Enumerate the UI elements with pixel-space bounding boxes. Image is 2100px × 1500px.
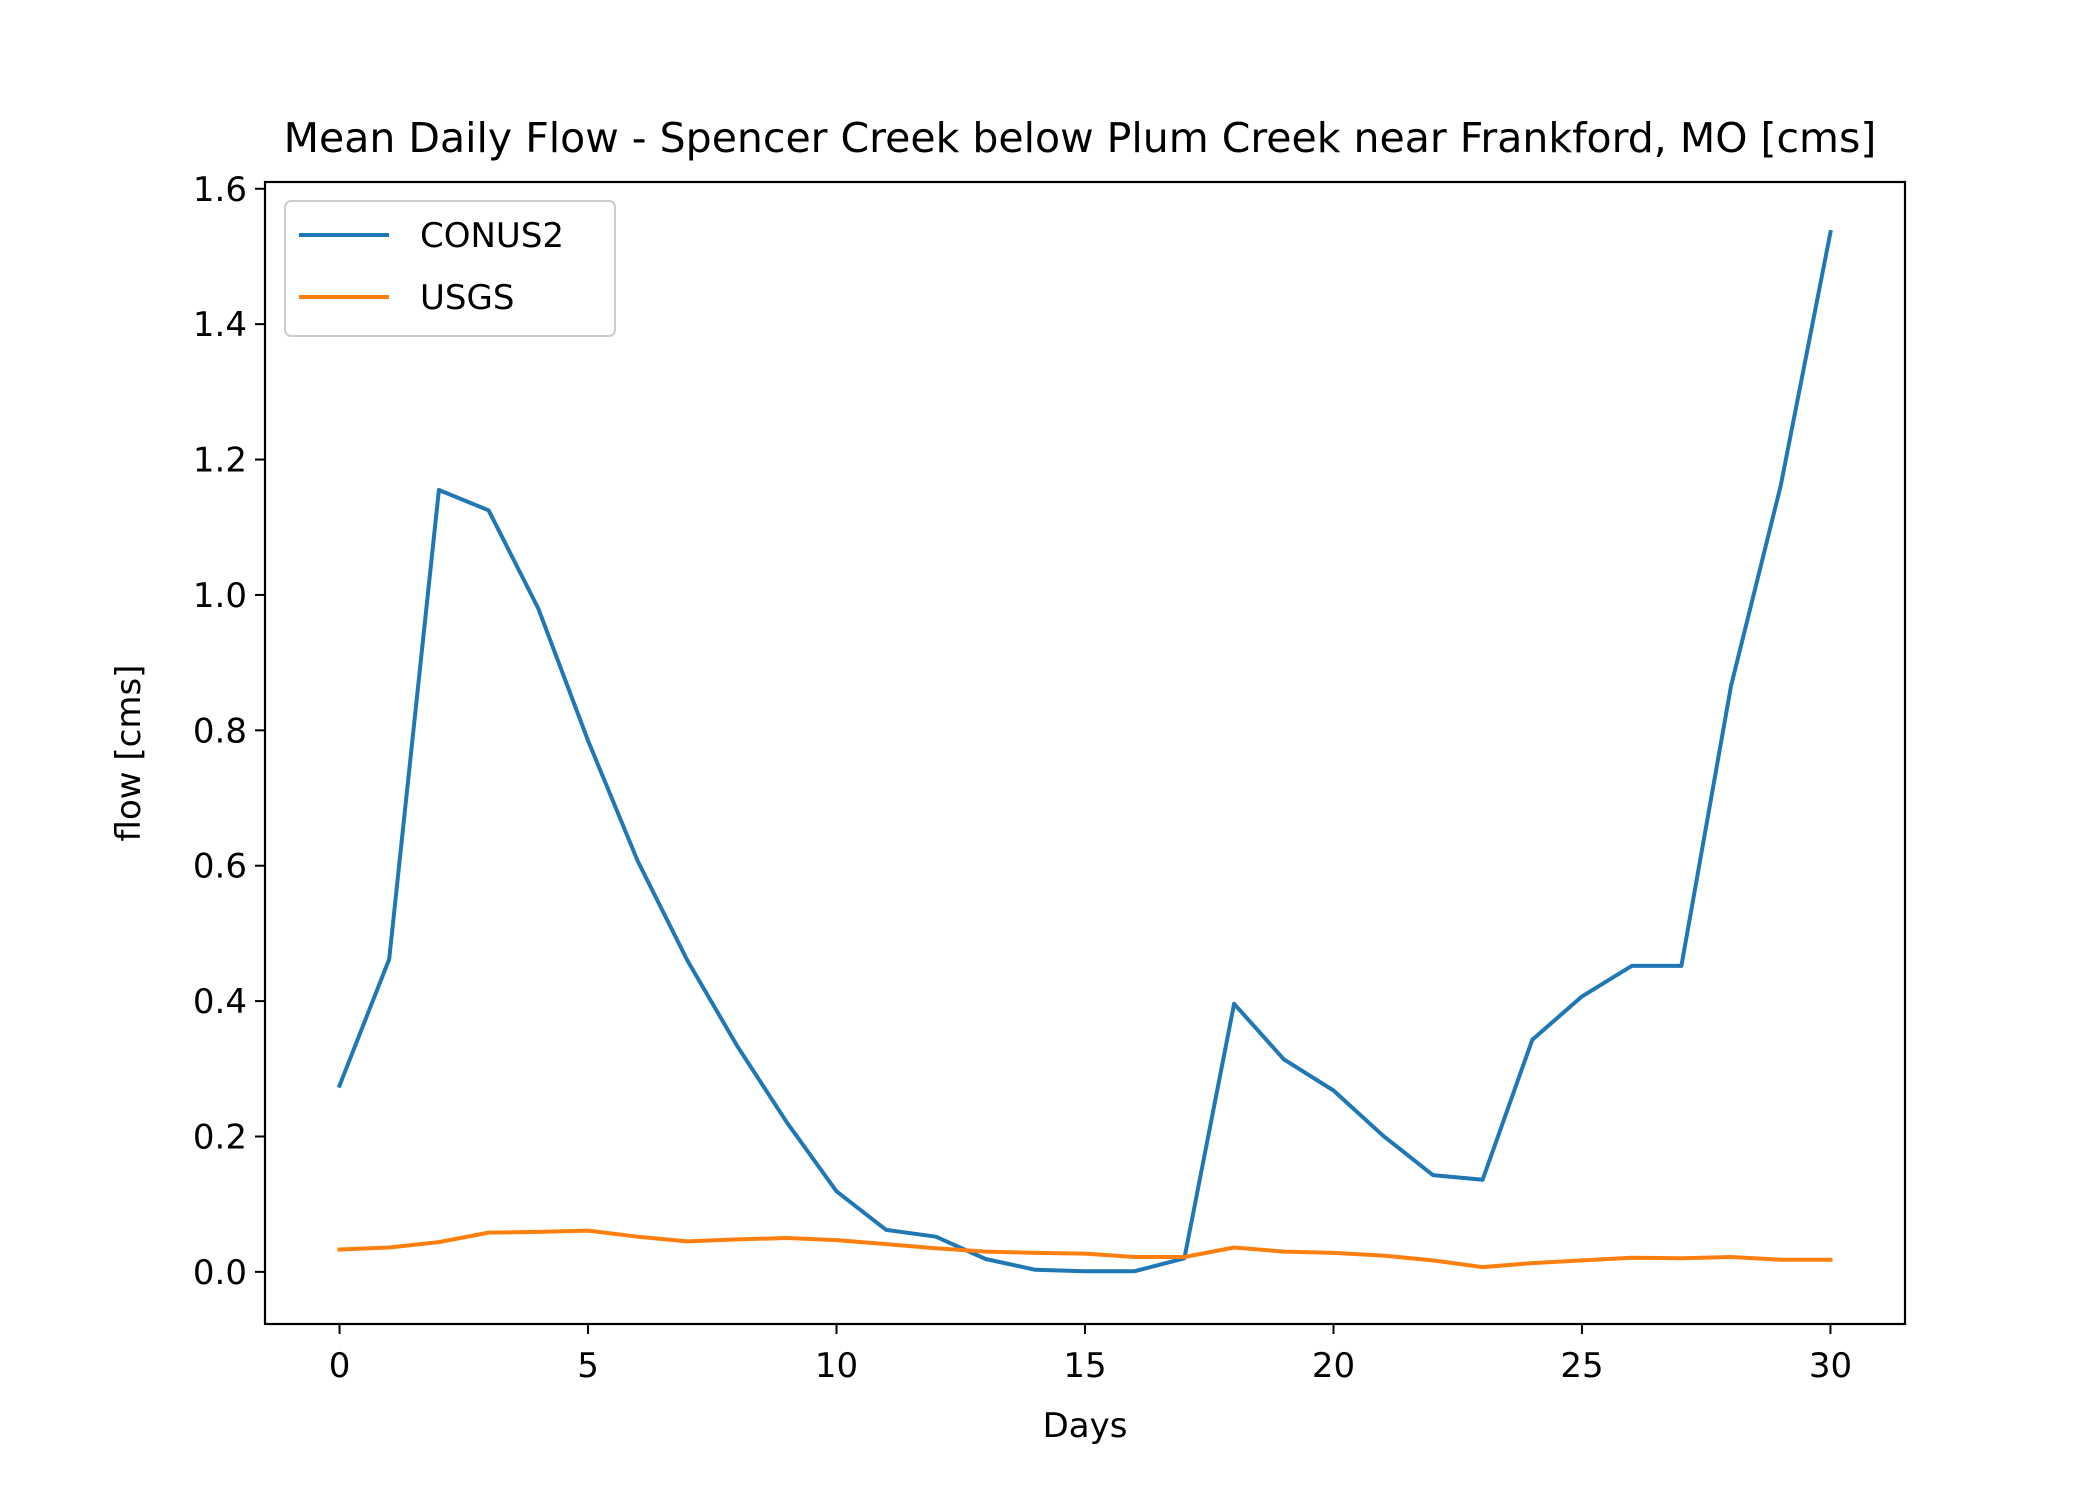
legend-label-usgs: USGS xyxy=(420,278,514,318)
plot-lines xyxy=(336,229,1833,1274)
x-tick-label: 5 xyxy=(577,1346,599,1386)
series-line-usgs xyxy=(337,1228,1833,1270)
chart-title: Mean Daily Flow - Spencer Creek below Pl… xyxy=(284,114,1877,162)
y-tick-label: 0.8 xyxy=(193,711,247,751)
x-axis-ticks: 0 5 10 15 20 25 30 xyxy=(329,1324,1852,1386)
y-axis-ticks: 0.0 0.2 0.4 0.6 0.8 1.0 1.2 1.4 1.6 xyxy=(193,170,265,1293)
y-tick-label: 1.2 xyxy=(193,441,247,481)
x-tick-label: 15 xyxy=(1063,1346,1106,1386)
y-tick-label: 1.6 xyxy=(193,170,247,210)
y-tick-label: 1.4 xyxy=(193,305,247,345)
y-axis-title: flow [cms] xyxy=(109,665,149,842)
plot-area-frame xyxy=(263,180,1907,1326)
y-tick-label: 0.4 xyxy=(193,982,247,1022)
y-tick-label: 0.2 xyxy=(193,1117,247,1157)
series-line-conus2 xyxy=(336,229,1833,1274)
x-tick-label: 10 xyxy=(815,1346,858,1386)
x-tick-label: 30 xyxy=(1809,1346,1852,1386)
y-tick-label: 0.0 xyxy=(193,1253,247,1293)
x-tick-label: 20 xyxy=(1312,1346,1355,1386)
x-axis-title: Days xyxy=(1043,1406,1128,1446)
y-tick-label: 1.0 xyxy=(193,576,247,616)
legend-label-conus2: CONUS2 xyxy=(420,216,564,256)
x-tick-label: 0 xyxy=(329,1346,351,1386)
x-tick-label: 25 xyxy=(1560,1346,1603,1386)
legend: CONUS2 USGS xyxy=(284,200,616,337)
y-tick-label: 0.6 xyxy=(193,847,247,887)
